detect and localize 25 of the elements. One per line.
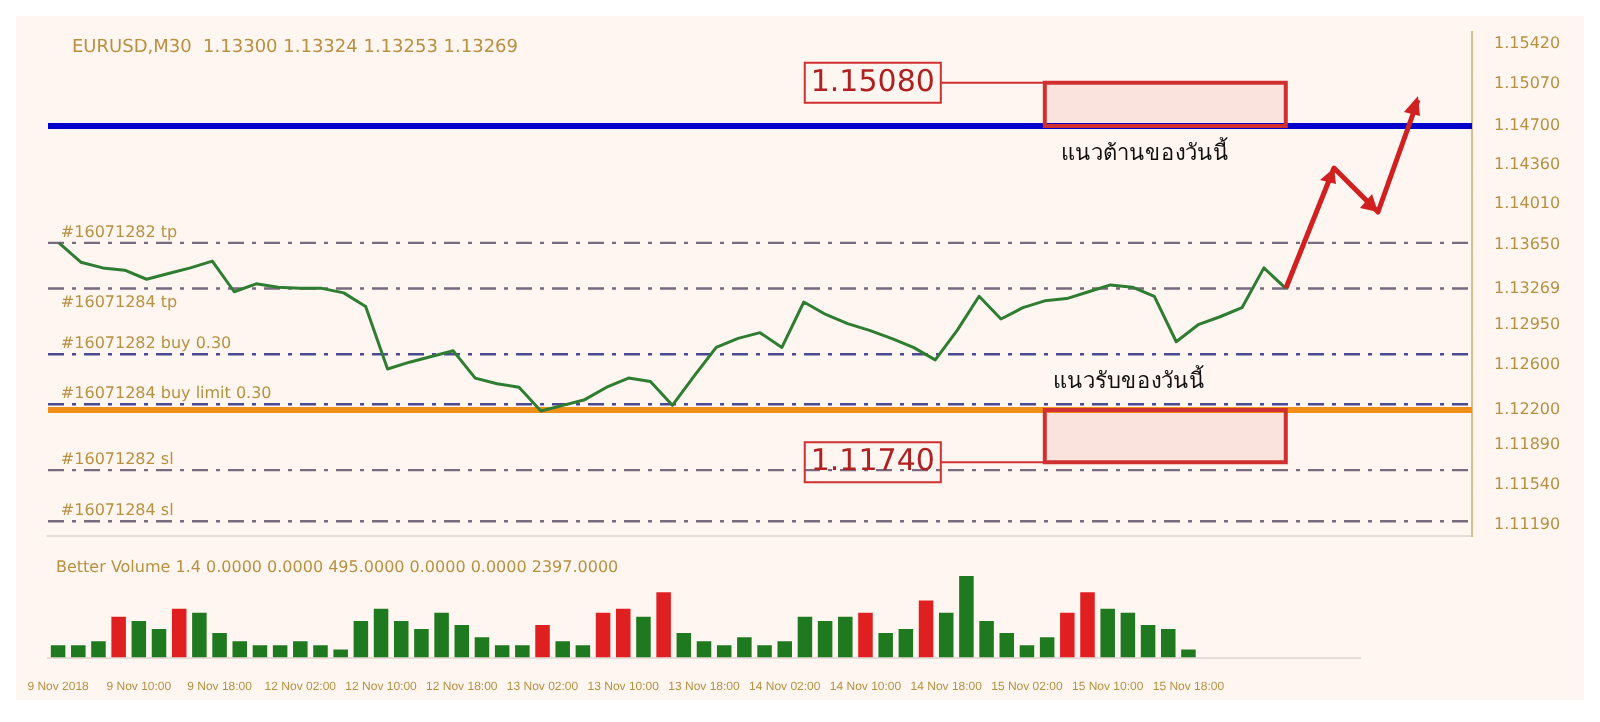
- y-tick-label: 1.11190: [1494, 514, 1561, 533]
- annotation: แนวต้านของวันนี้: [1058, 137, 1231, 170]
- y-tick-label: 1.12600: [1494, 354, 1561, 373]
- band-label: 1.11740: [810, 441, 935, 478]
- y-tick-label: 1.15070: [1494, 74, 1561, 93]
- y-tick-label: 1.11540: [1494, 475, 1561, 494]
- y-tick-label: 1.14360: [1494, 154, 1561, 173]
- ref-line-label: #16071284 tp: [60, 292, 178, 311]
- y-tick-label: 1.13650: [1494, 235, 1561, 254]
- y-tick-label: 1.15420: [1494, 34, 1561, 53]
- chart-title: Better Volume 1.4 0.0000 0.0000 495.0000 0.0000 0.0000 2397.0000: [56, 558, 619, 576]
- ref-line-label: #16071284 buy limit 0.30: [60, 384, 272, 403]
- ref-line-label: #16071282 buy 0.30: [60, 334, 232, 353]
- y-tick-label: 1.14700: [1494, 116, 1561, 135]
- chart-title: EURUSD,M30 1.13300 1.13324 1.13253 1.13269: [72, 37, 519, 58]
- band-label: 1.15080: [810, 62, 935, 99]
- ref-line-label: #16071284 sl: [60, 501, 174, 520]
- ref-line-label: #16071282 tp: [60, 222, 178, 241]
- y-tick-label: 1.12950: [1494, 314, 1561, 333]
- y-tick-label: 1.11890: [1494, 435, 1561, 454]
- y-tick-label: 1.13269: [1494, 278, 1561, 297]
- y-tick-label: 1.12200: [1494, 400, 1561, 419]
- y-tick-label: 1.14010: [1494, 194, 1561, 213]
- ref-line-label: #16071282 sl: [60, 450, 174, 469]
- annotation: แนวรับของวันนี้: [1050, 365, 1207, 398]
